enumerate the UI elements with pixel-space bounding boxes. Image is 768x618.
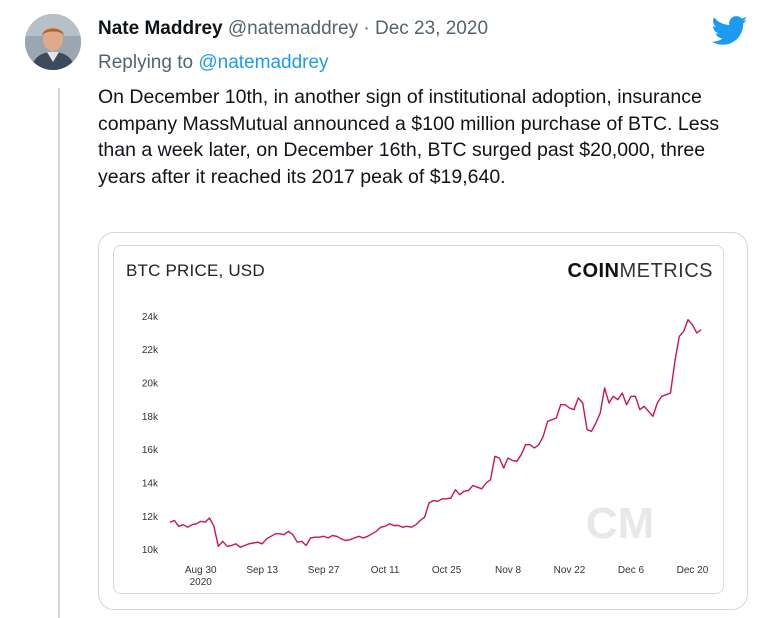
tweet-header: Nate Maddrey @natemaddrey · Dec 23, 2020 [98, 18, 488, 40]
thread-line [58, 88, 60, 618]
x-tick-label: Oct 11 [371, 565, 400, 576]
y-tick-label: 22k [142, 345, 159, 356]
brand-rest: METRICS [619, 260, 713, 282]
avatar[interactable] [25, 14, 81, 70]
x-tick-label: Dec 6 [618, 565, 645, 576]
cm-watermark: CM [586, 499, 654, 548]
y-tick-label: 20k [142, 379, 159, 390]
btc-price-line [169, 318, 702, 548]
x-tick-label: Nov 8 [495, 565, 522, 576]
tweet-media[interactable]: BTC PRICE, USD COINMETRICS CM 10k 12k 14k 16… [98, 232, 748, 610]
replying-mention-link[interactable]: @natemaddrey [198, 52, 329, 73]
twitter-bird-icon[interactable] [711, 16, 748, 46]
author-name[interactable]: Nate Maddrey [98, 18, 223, 39]
avatar-photo [25, 14, 81, 70]
y-tick-label: 12k [142, 512, 159, 523]
chart-card: BTC PRICE, USD COINMETRICS CM 10k 12k 14k 16… [113, 245, 724, 594]
x-tick-label: Sep 27 [308, 565, 340, 576]
x-tick-label: Oct 25 [432, 565, 462, 576]
x-tick-label: Dec 20 [677, 565, 709, 576]
brand-bold: COIN [567, 260, 620, 282]
tweet-text: On December 10th, in another sign of ins… [98, 86, 720, 188]
x-tick-label: Sep 13 [246, 565, 278, 576]
y-tick-label: 14k [142, 479, 159, 490]
separator-dot: · [363, 18, 370, 39]
tweet-date[interactable]: Dec 23, 2020 [374, 18, 489, 39]
coinmetrics-logo: COINMETRICS [568, 260, 714, 283]
y-tick-label: 16k [142, 445, 159, 456]
y-tick-label: 24k [142, 312, 159, 323]
chart-title: BTC PRICE, USD [126, 261, 265, 280]
author-handle[interactable]: @natemaddrey [227, 18, 359, 39]
x-tick-label: Aug 30 [185, 565, 217, 576]
y-tick-label: 10k [142, 545, 159, 556]
x-tick-label: Nov 22 [554, 565, 586, 576]
x-tick-sublabel: 2020 [190, 577, 213, 588]
replying-to: Replying to @natemaddrey [98, 52, 329, 74]
y-tick-label: 18k [142, 412, 159, 423]
replying-prefix: Replying to [98, 52, 194, 73]
